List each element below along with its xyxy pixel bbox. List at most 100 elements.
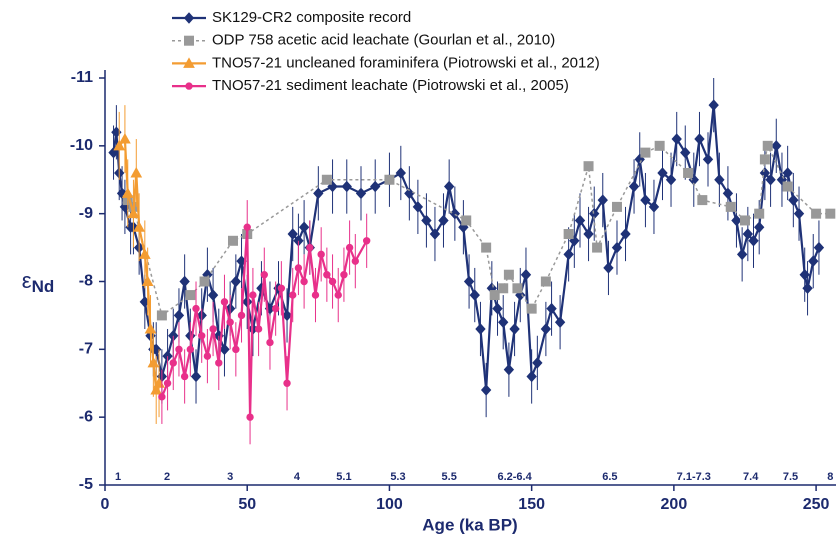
circle-marker bbox=[158, 393, 166, 401]
y-axis-label: εNd bbox=[22, 268, 54, 297]
square-marker bbox=[697, 195, 708, 206]
triangle-marker bbox=[127, 207, 140, 219]
circle-marker bbox=[260, 271, 268, 279]
stage-label: 5.3 bbox=[390, 471, 405, 483]
diamond-marker bbox=[563, 248, 574, 261]
diamond-marker bbox=[788, 194, 799, 206]
square-marker bbox=[503, 269, 514, 280]
square-marker bbox=[481, 242, 492, 253]
diamond-marker bbox=[412, 201, 424, 213]
diamond-marker bbox=[583, 228, 594, 240]
square-marker bbox=[762, 140, 773, 151]
diamond-marker bbox=[230, 275, 242, 288]
stage-label: 4 bbox=[294, 471, 301, 483]
diamond-marker bbox=[438, 214, 449, 227]
square-marker bbox=[498, 283, 509, 294]
y-tick-label: -10 bbox=[70, 137, 93, 154]
diamond-marker bbox=[554, 316, 566, 328]
circle-marker bbox=[289, 291, 297, 299]
circle-marker bbox=[271, 304, 280, 313]
diamond-marker bbox=[611, 241, 623, 254]
diamond-marker bbox=[540, 323, 552, 335]
diamond-marker bbox=[802, 282, 813, 295]
square-marker bbox=[825, 208, 836, 219]
circle-marker bbox=[185, 82, 193, 90]
circle-marker bbox=[198, 332, 206, 340]
circle-marker bbox=[254, 325, 263, 333]
circle-marker bbox=[220, 298, 229, 306]
diamond-marker bbox=[313, 187, 324, 200]
diamond-marker bbox=[520, 268, 532, 281]
circle-marker bbox=[175, 345, 183, 354]
square-marker bbox=[725, 201, 736, 212]
diamond-marker bbox=[731, 214, 742, 227]
legend-label: TNO57-21 sediment leachate (Piotrowski e… bbox=[212, 77, 569, 94]
stage-label: 1 bbox=[115, 471, 121, 483]
diamond-marker bbox=[341, 180, 352, 193]
square-marker bbox=[739, 215, 750, 226]
diamond-marker bbox=[429, 228, 441, 240]
circle-marker bbox=[209, 325, 217, 333]
x-tick-label: 50 bbox=[238, 496, 256, 513]
diamond-marker bbox=[281, 309, 293, 322]
triangle-marker bbox=[150, 384, 163, 395]
circle-marker bbox=[294, 264, 303, 272]
circle-marker bbox=[283, 379, 291, 387]
diamond-marker bbox=[503, 363, 515, 376]
diamond-marker bbox=[355, 187, 367, 200]
legend-label: TNO57-21 uncleaned foraminifera (Piotrow… bbox=[212, 54, 600, 71]
diamond-marker bbox=[657, 167, 668, 179]
triangle-marker bbox=[141, 275, 154, 286]
y-label-main: ε bbox=[22, 268, 32, 293]
stage-label: 5.1 bbox=[336, 471, 351, 483]
diamond-marker bbox=[173, 309, 185, 322]
circle-marker bbox=[186, 345, 195, 354]
diamond-marker bbox=[370, 180, 381, 193]
square-marker bbox=[563, 229, 574, 240]
diamond-marker bbox=[782, 167, 793, 179]
circle-marker bbox=[306, 243, 314, 252]
diamond-marker bbox=[640, 194, 651, 206]
circle-marker bbox=[169, 359, 177, 367]
x-tick-label: 0 bbox=[101, 496, 110, 513]
diamond-marker bbox=[742, 228, 753, 240]
diamond-marker bbox=[492, 302, 503, 315]
legend-label: SK129-CR2 composite record bbox=[212, 9, 411, 26]
x-tick-label: 150 bbox=[518, 496, 545, 513]
diamond-marker bbox=[207, 289, 219, 301]
y-label-sub: Nd bbox=[32, 277, 55, 296]
diamond-marker bbox=[509, 323, 520, 335]
circle-marker bbox=[328, 277, 337, 286]
diamond-marker bbox=[526, 370, 537, 383]
square-marker bbox=[754, 208, 765, 219]
diamond-marker bbox=[395, 167, 406, 179]
x-tick-label: 100 bbox=[376, 496, 403, 513]
circle-marker bbox=[311, 291, 320, 299]
diamond-marker bbox=[404, 187, 415, 200]
diamond-marker bbox=[480, 384, 492, 396]
square-marker bbox=[185, 290, 196, 301]
diamond-marker bbox=[603, 262, 614, 274]
circle-marker bbox=[192, 304, 200, 313]
circle-marker bbox=[226, 318, 234, 326]
stage-label: 5.5 bbox=[442, 471, 457, 483]
diamond-marker bbox=[183, 12, 195, 24]
square-marker bbox=[782, 181, 793, 192]
triangle-marker bbox=[133, 221, 145, 232]
diamond-marker bbox=[648, 201, 660, 213]
diamond-marker bbox=[498, 316, 509, 328]
diamond-marker bbox=[722, 187, 734, 200]
diamond-marker bbox=[620, 228, 631, 240]
square-marker bbox=[384, 174, 395, 185]
diamond-marker bbox=[808, 255, 819, 267]
square-marker bbox=[640, 147, 651, 158]
x-tick-label: 250 bbox=[803, 496, 830, 513]
square-marker bbox=[592, 242, 603, 253]
diamond-marker bbox=[475, 323, 486, 335]
circle-marker bbox=[317, 250, 325, 259]
square-marker bbox=[540, 276, 551, 287]
diamond-marker bbox=[748, 235, 759, 247]
circle-marker bbox=[300, 277, 308, 286]
diamond-marker bbox=[219, 343, 230, 356]
